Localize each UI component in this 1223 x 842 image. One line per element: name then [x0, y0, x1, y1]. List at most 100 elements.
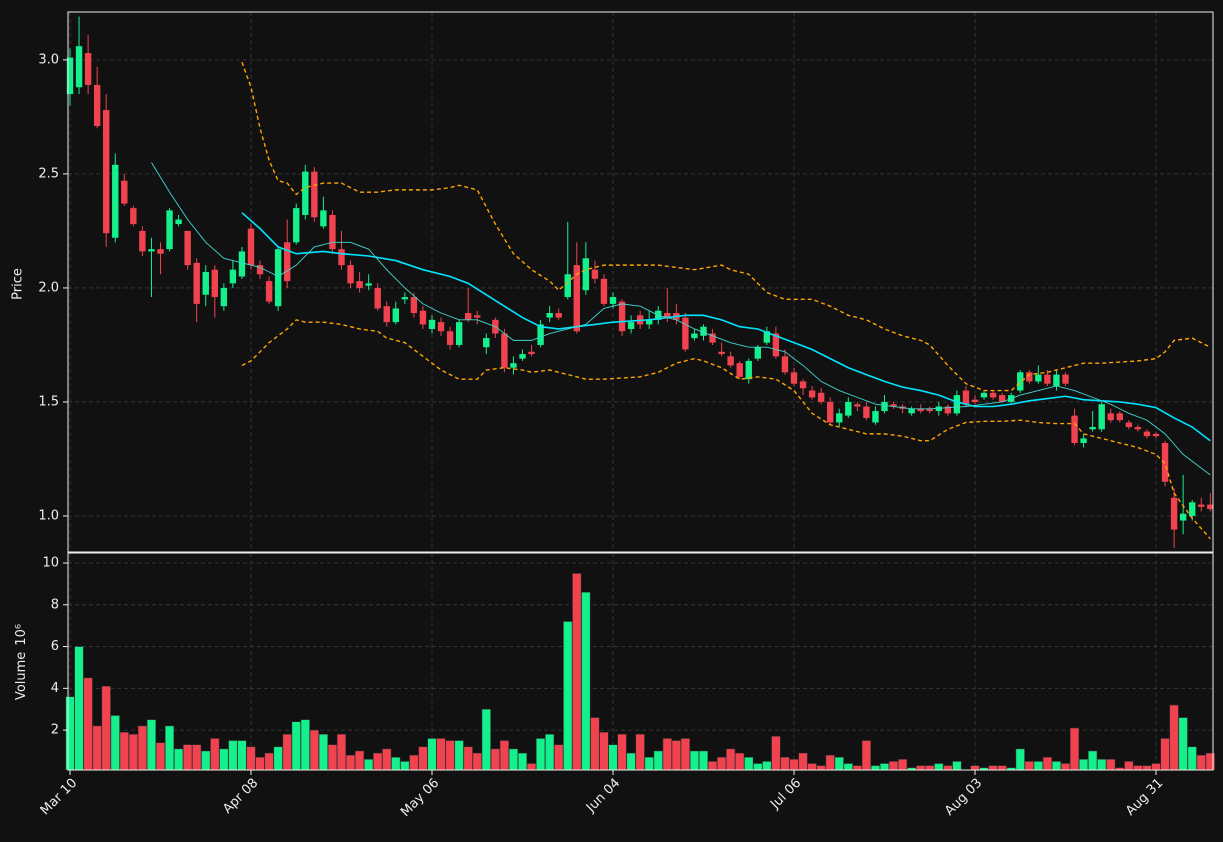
volume-bar: [1133, 765, 1143, 771]
volume-unit: 10⁶: [14, 624, 29, 646]
candle-body: [736, 363, 743, 377]
candle-body: [926, 408, 933, 412]
candle-body: [1143, 431, 1151, 437]
candle-body: [845, 401, 852, 416]
candle-body: [808, 390, 816, 398]
volume-bar: [563, 621, 573, 771]
volume-bar: [1015, 748, 1025, 771]
candle-body: [1089, 427, 1096, 430]
volume-bar: [970, 765, 980, 771]
volume-bar: [1088, 750, 1098, 771]
candle-body: [1125, 422, 1133, 428]
candle-body: [817, 392, 825, 402]
candle-body: [392, 308, 399, 323]
candle-body: [455, 322, 463, 345]
candle-body: [446, 331, 454, 345]
volume-bar: [436, 738, 446, 771]
volume-bar: [472, 752, 482, 771]
candle-body: [1017, 372, 1024, 391]
volume-bar: [463, 746, 473, 771]
candle-body: [139, 230, 146, 252]
candle-body: [66, 57, 74, 95]
volume-bar: [219, 748, 229, 771]
volume-bar: [590, 717, 600, 771]
volume-bar: [735, 752, 745, 771]
candle-body: [130, 208, 137, 225]
candle-body: [872, 411, 879, 423]
indicator-line: [241, 319, 1211, 540]
candle-body: [410, 297, 418, 314]
volume-bar: [264, 752, 274, 771]
volume-bar: [65, 696, 75, 771]
volume-frame: [67, 552, 1214, 771]
volume-bar: [870, 765, 881, 771]
volume-bar: [382, 748, 392, 771]
volume-bar: [427, 738, 437, 771]
volume-bar: [1151, 763, 1161, 771]
candle-body: [401, 297, 409, 300]
candle-body: [483, 338, 490, 348]
volume-bar: [762, 761, 772, 771]
volume-bar: [780, 757, 790, 771]
volume-bar: [689, 750, 700, 771]
y-tick-label: 1.0: [38, 508, 59, 523]
volume-bar: [128, 734, 138, 771]
candle-body: [103, 110, 110, 234]
candle-body: [320, 210, 327, 227]
volume-bar: [708, 761, 718, 771]
volume-bar: [1070, 727, 1080, 771]
candle-body: [465, 313, 472, 320]
candle-body: [772, 333, 780, 357]
candle-body: [890, 404, 897, 407]
volume-bar: [988, 765, 998, 771]
candle-body: [1179, 513, 1187, 521]
candle-body: [437, 322, 445, 332]
volume-bar: [273, 746, 283, 771]
volume-bar: [581, 592, 591, 771]
volume-bar: [1160, 738, 1170, 771]
volume-bar: [373, 752, 383, 771]
candle-body: [501, 333, 508, 368]
candle-body: [284, 242, 291, 282]
volume-bar: [336, 734, 347, 771]
volume-bar: [508, 748, 518, 771]
volume-bar: [599, 731, 609, 771]
volume-bar: [807, 763, 817, 771]
volume-bar: [852, 765, 862, 771]
candle-body: [908, 408, 915, 414]
candle-body: [944, 406, 952, 414]
candle-body: [573, 265, 580, 332]
candle-body: [1189, 502, 1196, 516]
volume-bar: [155, 742, 166, 771]
volume-bar: [843, 763, 853, 771]
y-tick-label: 6: [51, 639, 59, 654]
candle-body: [555, 313, 562, 318]
volume-bar: [1042, 757, 1052, 771]
candle-body: [863, 406, 870, 418]
candle-body: [148, 249, 155, 252]
volume-bar: [753, 763, 763, 771]
candle-body: [953, 395, 961, 414]
volume-bar: [825, 754, 835, 771]
volume-bar: [119, 731, 129, 771]
volume-bar: [1169, 704, 1179, 771]
volume-axis-title: Volume 10⁶: [14, 624, 29, 700]
volume-bar: [318, 734, 328, 771]
volume-bar: [816, 765, 826, 771]
candle-body: [537, 324, 544, 345]
y-tick-label: 2: [51, 723, 59, 738]
volume-bar: [346, 754, 356, 771]
candle-body: [917, 408, 924, 412]
candle-body: [157, 249, 164, 254]
volume-bar: [635, 734, 645, 771]
candle-body: [211, 269, 218, 298]
candle-body: [238, 251, 246, 277]
candle-body: [374, 287, 381, 309]
volume-bar: [83, 677, 93, 771]
candle-body: [763, 331, 771, 343]
volume-bar: [499, 740, 509, 771]
volume-bar: [110, 715, 120, 771]
volume-bar: [1079, 759, 1089, 771]
volume-bar: [554, 744, 564, 771]
